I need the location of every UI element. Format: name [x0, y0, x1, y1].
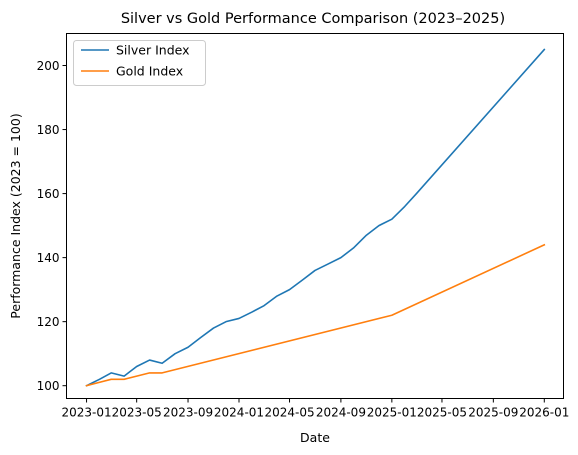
y-tick-label: 160: [37, 187, 60, 201]
series-line-gold: [85, 243, 546, 387]
x-tick-label: 2023-09: [163, 406, 213, 420]
x-axis-label: Date: [300, 430, 330, 445]
y-tick-label: 120: [37, 315, 60, 329]
chart-title: Silver vs Gold Performance Comparison (2…: [121, 11, 505, 27]
x-tick-label: 2025-05: [417, 406, 467, 420]
x-tick-label: 2025-09: [468, 406, 518, 420]
legend-label: Gold Index: [116, 64, 183, 79]
y-tick-label: 100: [37, 379, 60, 393]
y-tick-label: 200: [37, 59, 60, 73]
series-line-silver: [85, 48, 546, 387]
x-tick-label: 2026-01: [519, 406, 569, 420]
y-tick-label: 180: [37, 123, 60, 137]
x-tick-label: 2024-09: [316, 406, 366, 420]
x-tick-label: 2023-05: [112, 406, 162, 420]
x-tick-label: 2025-01: [367, 406, 417, 420]
y-tick-label: 140: [37, 251, 60, 265]
x-tick-label: 2023-01: [61, 406, 111, 420]
y-axis-label: Performance Index (2023 = 100): [8, 113, 23, 318]
legend: Silver Index Gold Index: [73, 40, 206, 86]
legend-box: [73, 40, 206, 86]
x-tick-label: 2024-01: [214, 406, 264, 420]
plot-frame: [66, 33, 564, 399]
legend-label: Silver Index: [116, 43, 190, 58]
x-tick-label: 2024-05: [264, 406, 314, 420]
